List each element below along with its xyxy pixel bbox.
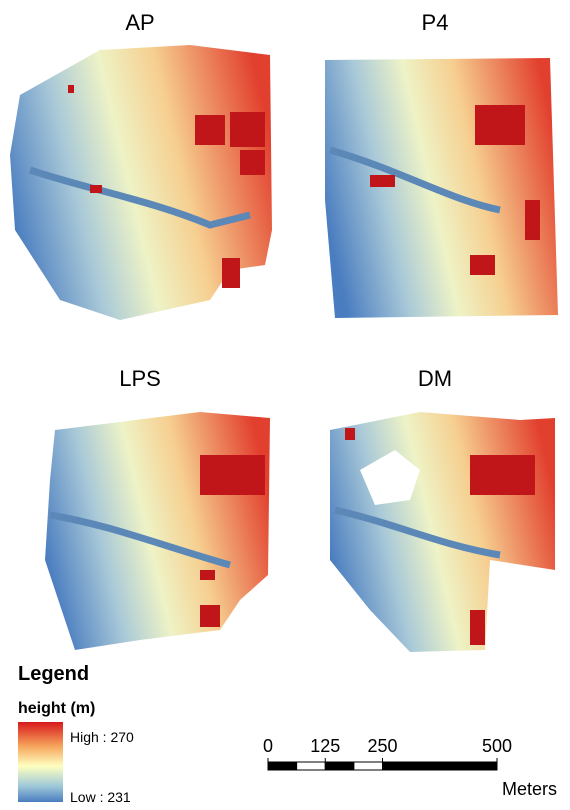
panel-title: AP [125,10,154,35]
map-ap [10,45,272,320]
scale-unit: Meters [502,779,557,799]
scale-label: 500 [482,736,512,756]
legend-field: height (m) [18,700,95,717]
scale-label: 0 [263,736,273,756]
scale-segment [297,762,326,770]
legend-high: High : 270 [70,729,134,745]
figure: AP P4 LPS DM Legend height (m) High : 27… [0,0,570,805]
map-p4 [325,58,558,318]
scale-segment [268,762,297,770]
color-ramp [18,722,63,802]
legend-title: Legend [18,663,89,685]
panel-title: DM [418,366,452,391]
map-lps [45,412,270,650]
scale-segment [325,762,354,770]
panel-title: LPS [119,366,161,391]
scale-label: 125 [310,736,340,756]
scale-label: 250 [367,736,397,756]
scale-segment [383,762,498,770]
legend-low: Low : 231 [70,789,131,805]
scale-bar: 0 125 250 500 [263,736,512,770]
panel-title: P4 [422,10,449,35]
scale-segment [354,762,383,770]
map-dm [330,412,555,652]
